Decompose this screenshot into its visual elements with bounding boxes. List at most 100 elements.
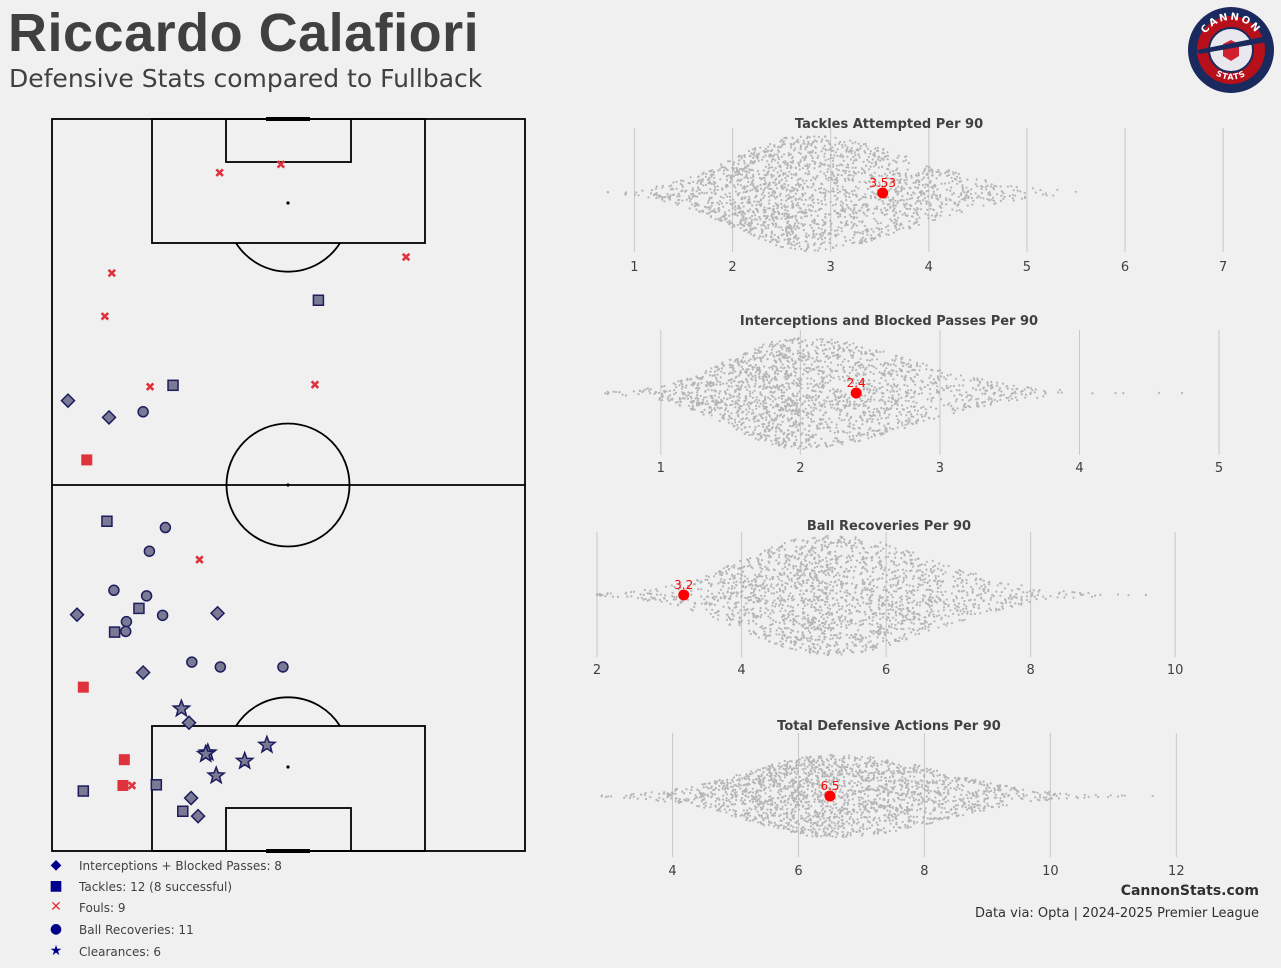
swarm-dot bbox=[719, 390, 722, 393]
swarm-dot bbox=[705, 370, 708, 373]
swarm-dot bbox=[783, 562, 786, 565]
swarm-dot bbox=[991, 400, 994, 403]
swarm-dot bbox=[774, 197, 777, 200]
swarm-dot bbox=[773, 153, 776, 156]
swarm-dot bbox=[782, 409, 785, 412]
swarm-dot bbox=[640, 596, 644, 600]
swarm-dot bbox=[858, 427, 862, 430]
swarm-dot bbox=[785, 230, 788, 233]
swarm-dot bbox=[791, 136, 794, 139]
swarm-dot bbox=[871, 579, 874, 582]
swarm-dot bbox=[808, 645, 811, 648]
swarm-dot bbox=[661, 186, 664, 189]
swarm-dot bbox=[815, 595, 818, 599]
swarm-dot bbox=[872, 616, 875, 619]
swarm-dot bbox=[791, 401, 794, 404]
swarm-dot bbox=[876, 545, 880, 548]
swarm-dot bbox=[1008, 399, 1011, 402]
swarm-dot bbox=[667, 399, 671, 402]
swarm-dot bbox=[926, 398, 929, 401]
swarm-dot bbox=[650, 596, 653, 599]
swarm-dot bbox=[891, 177, 894, 181]
swarm-dot bbox=[825, 375, 829, 378]
swarm-dot bbox=[749, 160, 753, 163]
swarm-dot bbox=[921, 172, 925, 175]
swarm-dot bbox=[770, 176, 773, 179]
swarm-dot bbox=[891, 603, 894, 606]
swarm-dot bbox=[674, 391, 678, 394]
swarm-dot bbox=[920, 194, 923, 197]
swarm-dot bbox=[802, 592, 805, 596]
swarm-dot bbox=[854, 565, 857, 568]
swarm-dot bbox=[840, 227, 843, 230]
swarm-dot bbox=[967, 405, 970, 408]
swarm-dot bbox=[781, 567, 784, 570]
swarm-dot bbox=[969, 393, 972, 397]
swarm-dot bbox=[769, 240, 772, 243]
swarm-dot bbox=[857, 187, 860, 190]
swarm-dot bbox=[835, 426, 838, 429]
recovery-marker bbox=[277, 661, 289, 673]
swarm-dot bbox=[860, 167, 863, 170]
swarm-dot bbox=[763, 179, 767, 182]
swarm-dot bbox=[719, 178, 722, 181]
swarm-dot bbox=[753, 214, 757, 217]
swarm-dot bbox=[828, 347, 831, 350]
swarm-dot bbox=[945, 199, 948, 202]
swarm-dot bbox=[788, 170, 791, 173]
swarm-dot bbox=[832, 345, 835, 348]
swarm-dot bbox=[797, 603, 800, 607]
swarm-dot bbox=[870, 239, 873, 242]
swarm-dot bbox=[877, 410, 880, 413]
swarm-dot bbox=[935, 407, 938, 410]
swarm-dot bbox=[744, 395, 748, 398]
swarm-dot bbox=[878, 227, 881, 230]
swarm-dot bbox=[830, 338, 833, 341]
swarm-dot bbox=[683, 393, 687, 396]
swarm-dot bbox=[812, 201, 816, 204]
swarm-dot bbox=[894, 570, 897, 573]
swarm-dot bbox=[851, 142, 854, 145]
recovery-marker bbox=[140, 590, 153, 602]
swarm-dot bbox=[916, 419, 919, 422]
swarm-dot bbox=[749, 202, 752, 205]
swarm-dot bbox=[864, 618, 868, 622]
swarm-dot bbox=[870, 599, 873, 602]
swarm-dot bbox=[764, 182, 767, 185]
swarm-dot bbox=[862, 211, 865, 214]
swarm-dot bbox=[771, 623, 774, 626]
swarm-dot bbox=[793, 149, 796, 152]
swarm-dot bbox=[828, 400, 831, 403]
swarm-dot bbox=[962, 571, 965, 574]
swarm-dot bbox=[745, 371, 748, 375]
swarm-dot bbox=[807, 355, 810, 358]
swarm-dot bbox=[878, 382, 881, 385]
swarm-dot bbox=[646, 592, 649, 595]
swarm-dot bbox=[747, 410, 750, 414]
swarm-dot bbox=[835, 634, 838, 637]
swarm-dot bbox=[875, 162, 878, 165]
swarm-dot bbox=[892, 201, 895, 204]
swarm-dot bbox=[960, 394, 964, 397]
swarm-title: Interceptions and Blocked Passes Per 90 bbox=[740, 314, 1038, 329]
swarm-dot bbox=[761, 587, 764, 590]
swarm-dot bbox=[953, 603, 957, 607]
swarm-dot bbox=[809, 204, 813, 207]
swarm-dot bbox=[831, 569, 834, 572]
swarm-dot bbox=[882, 432, 885, 435]
swarm-dot bbox=[927, 189, 930, 192]
swarm-dot bbox=[800, 636, 803, 640]
swarm-dot bbox=[799, 159, 802, 162]
swarm-dot bbox=[882, 148, 885, 151]
swarm-dot bbox=[737, 410, 740, 413]
swarm-dot bbox=[889, 374, 893, 377]
swarm-dot bbox=[803, 159, 806, 162]
swarm-dot bbox=[807, 353, 811, 356]
swarm-dot bbox=[775, 354, 779, 357]
swarm-dot bbox=[885, 233, 888, 236]
swarm-dot bbox=[774, 405, 778, 408]
swarm-dot bbox=[819, 243, 823, 246]
swarm-dot bbox=[942, 609, 945, 612]
swarm-dot bbox=[865, 352, 868, 355]
swarm-dot bbox=[963, 403, 966, 406]
